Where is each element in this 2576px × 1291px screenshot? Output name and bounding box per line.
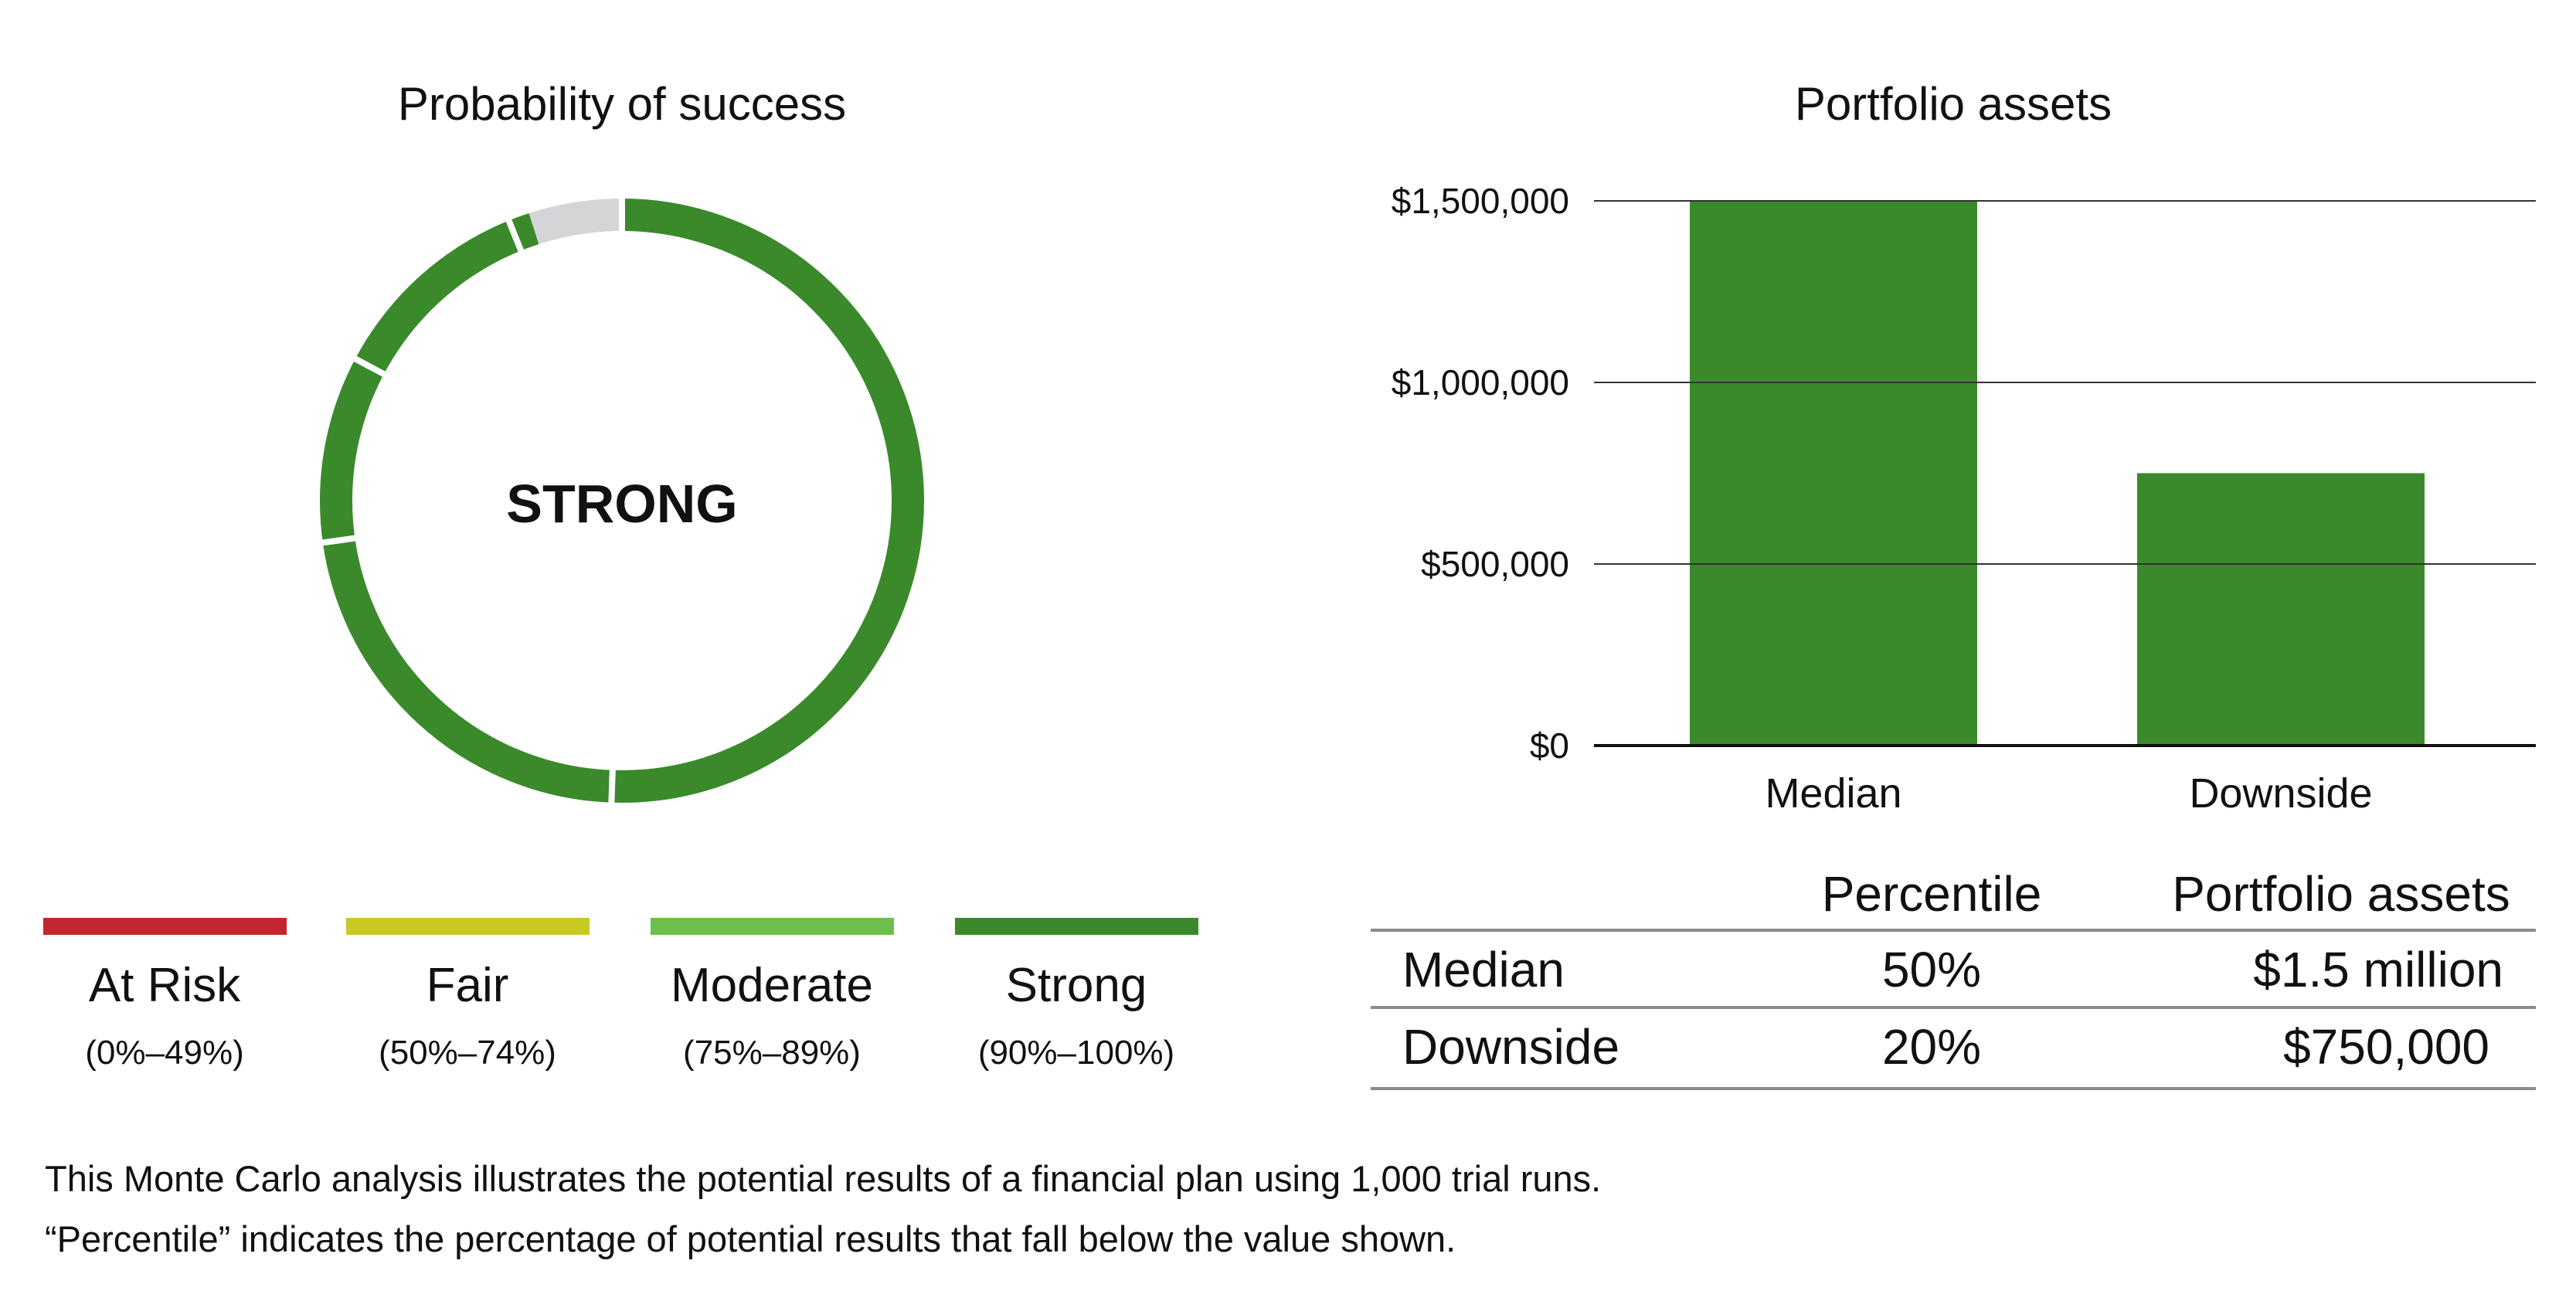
donut-separator [607,753,617,819]
bar-chart-title: Portfolio assets [1794,78,2112,130]
table-row-downside-assets: $750,000 [2283,1019,2489,1075]
table-divider [1371,929,2536,932]
table-row-median-assets: $1.5 million [2253,942,2503,997]
y-tick-label: $0 [1530,725,1569,766]
legend-swatch-fair [346,918,590,935]
donut-separator [499,204,530,267]
donut-center-label: STRONG [506,474,738,534]
donut-chart [306,182,924,819]
legend-label: Moderate [671,959,873,1012]
legend-range: (0%–49%) [85,1034,244,1072]
legend-swatch-strong [955,918,1198,935]
footnote-2: “Percentile” indicates the percentage of… [45,1218,1456,1259]
legend-range: (90%–100%) [977,1034,1175,1072]
table-row-median-label: Median [1402,942,1565,997]
legend-range: (50%–74%) [379,1034,556,1072]
legend-label: Strong [1005,959,1147,1012]
table-divider [1371,1087,2536,1090]
donut-title: Probability of success [397,78,847,130]
table-row-median-percentile: 50% [1881,942,1982,997]
legend-range: (75%–89%) [683,1034,861,1072]
footnote-1: This Monte Carlo analysis illustrates th… [45,1158,1602,1199]
y-tick-label: $500,000 [1421,544,1569,584]
donut-separator [306,532,372,549]
bar-downside [2137,473,2425,746]
table-header-percentile: Percentile [1821,866,2042,922]
table-row-downside-label: Downside [1402,1019,1620,1075]
x-tick-label: Median [1765,770,1901,817]
bar-median [1690,201,1977,746]
y-tick-label: $1,000,000 [1392,362,1569,403]
legend-label: Fair [426,959,509,1012]
y-tick-label: $1,500,000 [1392,181,1569,221]
donut-separator [339,348,400,385]
legend-swatch-at-risk [43,918,287,935]
table-header-portfolio-assets: Portfolio assets [2172,866,2510,922]
table-row-downside-percentile: 20% [1881,1019,1982,1075]
legend-swatch-moderate [651,918,894,935]
legend-label: At Risk [88,959,241,1012]
x-tick-label: Downside [2189,770,2372,817]
bar-chart: $0 $500,000 $1,000,000 $1,500,000 Median Down… [1392,181,2536,817]
table-divider [1371,1006,2536,1009]
